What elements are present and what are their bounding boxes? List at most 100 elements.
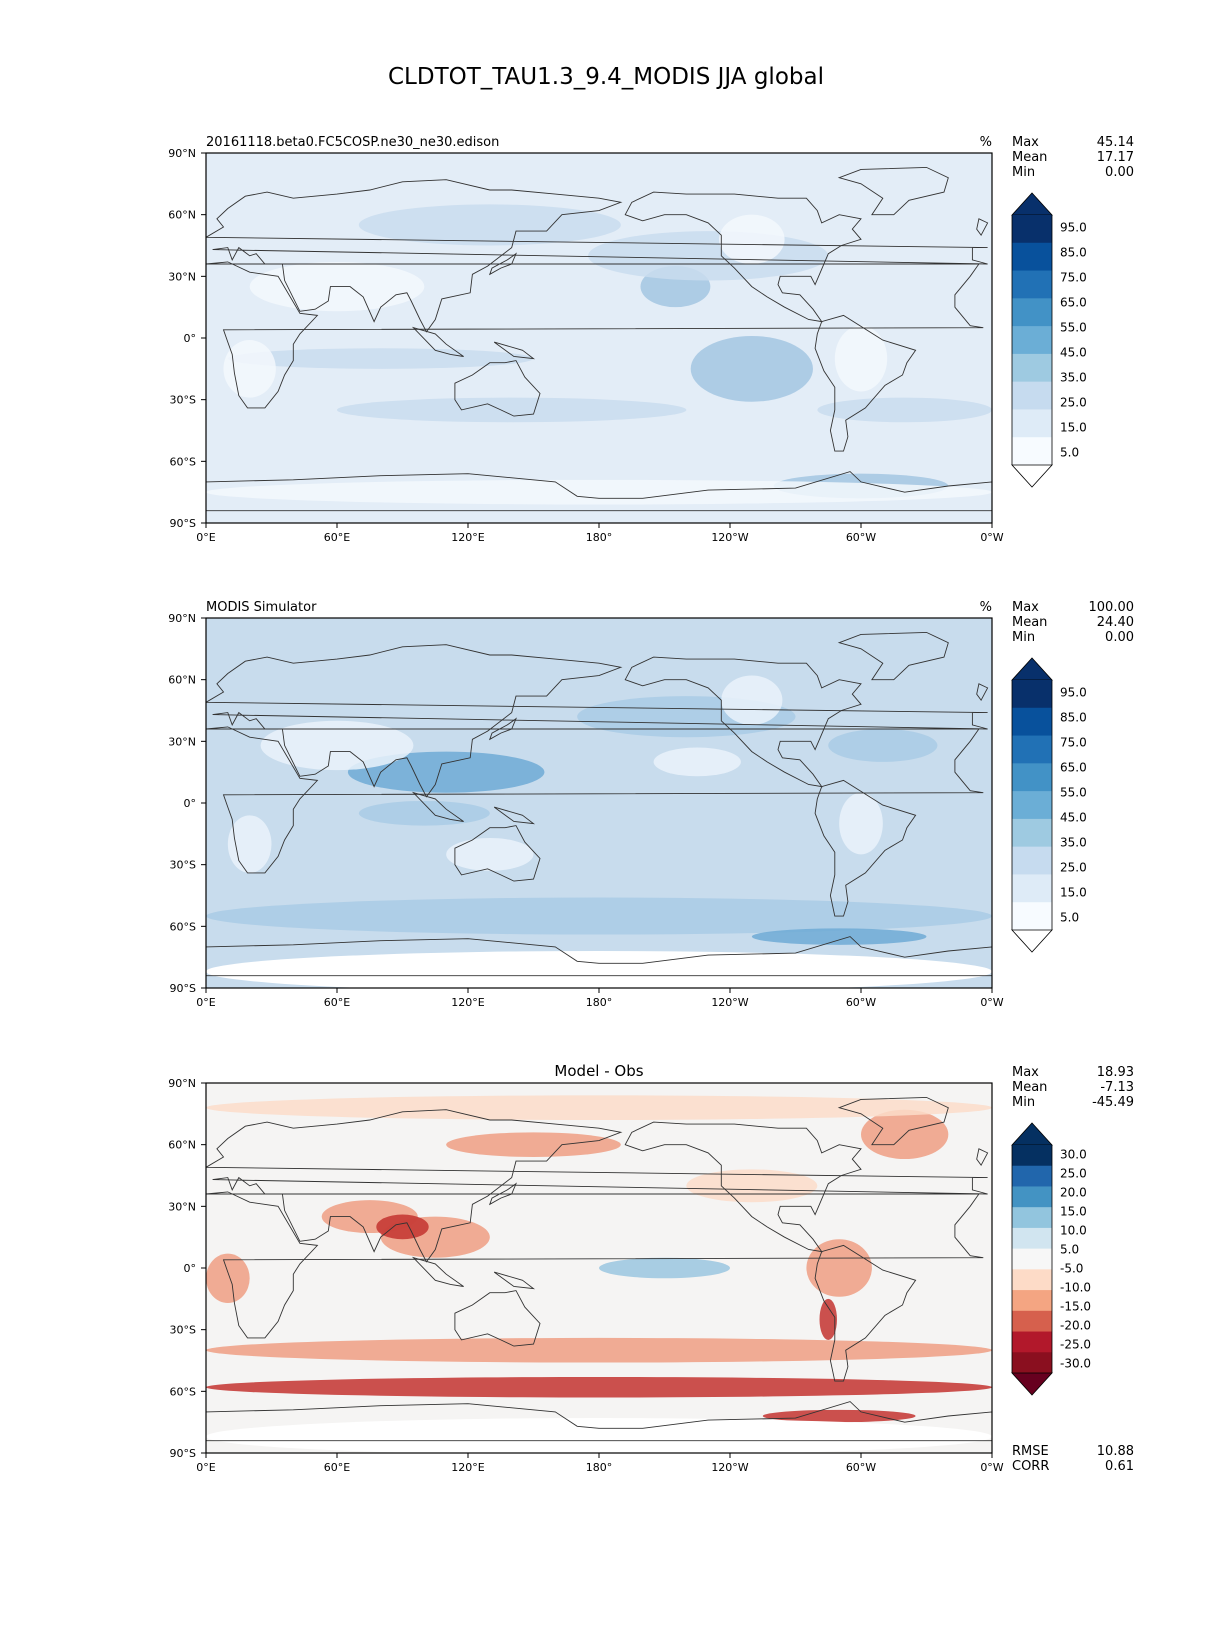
field-region [817,397,992,423]
x-tick-label: 60°E [324,996,350,1009]
colorbar-segment [1012,1331,1052,1353]
colorbar-segment [1012,791,1052,820]
field-region [819,1298,837,1340]
colorbar-segment [1012,298,1052,327]
field-region [227,348,534,369]
colorbar-segment [1012,1352,1052,1374]
x-tick-label: 0°W [980,996,1003,1009]
x-tick-label: 120°E [451,531,484,544]
x-tick-label: 120°E [451,1461,484,1474]
colorbar-tick-label: 5.0 [1060,1243,1079,1257]
y-tick-label: 60°N [168,1139,196,1152]
y-tick-label: 90°S [170,982,196,995]
x-tick-label: 120°W [711,1461,748,1474]
field-region [599,1257,730,1279]
field-region [227,815,272,873]
field-region [588,231,829,281]
colorbar-tick-label: -30.0 [1060,1357,1091,1371]
field-region [690,335,813,402]
field-region [721,675,783,725]
colorbar-tick-label: 85.0 [1060,711,1087,725]
units-label: % [980,135,992,150]
field-region [206,951,992,988]
stat-max-label: Max [1012,600,1039,615]
stat-mean-value: -7.13 [1100,1080,1134,1095]
colorbar-tick-label: 75.0 [1060,736,1087,750]
x-tick-label: 120°W [711,531,748,544]
stat-rmse-label: RMSE [1012,1444,1049,1459]
coastline [206,1191,984,1339]
field-region [806,1239,872,1297]
field-region [446,1132,621,1157]
colorbar-segment [1012,215,1052,244]
colorbar-tick-label: 95.0 [1060,686,1087,700]
coastline [206,261,984,409]
colorbar-extend-bottom [1011,1372,1053,1396]
stat-max-value: 18.93 [1097,1065,1134,1080]
field-region [719,214,785,264]
colorbar-segment [1012,1186,1052,1208]
coastline [206,644,988,798]
y-tick-label: 30°S [170,394,196,407]
y-tick-label: 60°S [170,455,196,468]
coastline [624,1121,862,1253]
colorbar-segment [1012,902,1052,931]
stat-min-value: 0.00 [1105,630,1134,645]
field-layer [206,153,992,523]
coastline [976,218,989,237]
colorbar-tick-label: 20.0 [1060,1186,1087,1200]
y-tick-label: 60°N [168,674,196,687]
field-region [358,204,621,246]
colorbar-segment [1012,763,1052,792]
colorbar-tick-label: 5.0 [1060,911,1079,925]
coastline [493,806,536,825]
colorbar-tick-label: 25.0 [1060,396,1087,410]
panel-label: MODIS Simulator [206,600,317,615]
colorbar-segment [1012,409,1052,438]
colorbar-tick-label: 55.0 [1060,321,1087,335]
y-tick-label: 90°N [168,612,196,625]
colorbar-tick-label: 25.0 [1060,861,1087,875]
colorbar-segment [1012,242,1052,272]
colorbar-tick-label: 85.0 [1060,246,1087,260]
stat-max-label: Max [1012,135,1039,150]
coastline [837,166,949,216]
x-tick-label: 0°W [980,531,1003,544]
coastline [837,631,949,681]
y-tick-label: 90°S [170,1447,196,1460]
coastline [488,717,518,741]
colorbar-segment [1012,1207,1052,1229]
x-tick-label: 0°E [196,531,215,544]
field-region [839,792,883,855]
map-panel-3: 0°E 60°E 120°E 180° 120°W 60°W 0°W 90°N 60°N 30°N… [168,1062,1134,1474]
colorbar-extend-top [1011,657,1053,681]
field-region [206,1095,992,1120]
colorbar-segment [1012,326,1052,355]
x-tick-label: 60°W [846,996,876,1009]
coastline [206,936,992,977]
colorbar-tick-label: 45.0 [1060,346,1087,360]
colorbar-segment [1012,735,1052,764]
field-region [358,800,490,826]
coastline [206,726,984,874]
stat-max-value: 100.00 [1089,600,1135,615]
colorbar-tick-label: 10.0 [1060,1224,1087,1238]
y-tick-label: 30°N [168,270,196,283]
x-tick-label: 60°E [324,1461,350,1474]
y-tick-label: 90°N [168,1077,196,1090]
panel-label: 20161118.beta0.FC5COSP.ne30_ne30.edison [206,135,499,150]
coastline [411,791,464,822]
field-region [260,720,414,771]
coastline [454,360,541,417]
coastline [837,1096,949,1146]
colorbar-tick-label: 35.0 [1060,836,1087,850]
colorbar-segment [1012,1248,1052,1270]
colorbar-tick-label: 75.0 [1060,271,1087,285]
colorbar: 30.0 25.0 20.0 15.0 10.0 5.0 -5.0 -10.0 -15.0 -20… [1011,1122,1091,1396]
stat-min-label: Min [1012,165,1035,180]
coastline [976,683,989,702]
x-tick-label: 60°W [846,531,876,544]
colorbar-tick-label: 55.0 [1060,786,1087,800]
coastline [814,1244,917,1382]
colorbar-segment [1012,1290,1052,1312]
